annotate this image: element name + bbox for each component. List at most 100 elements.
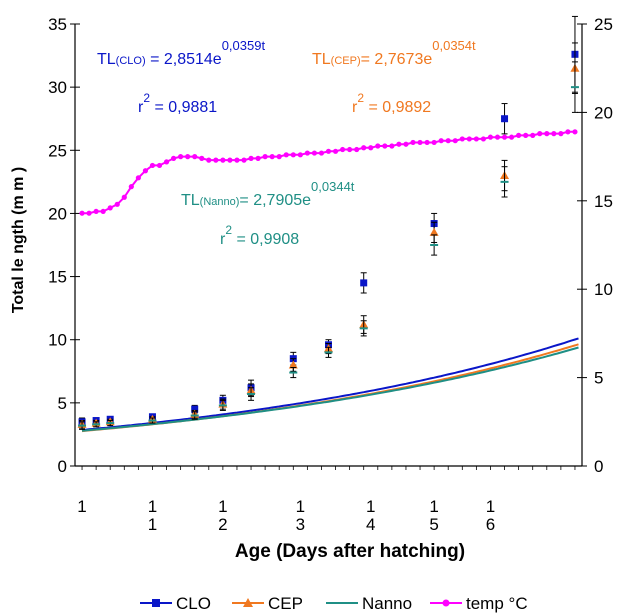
temp-point: [396, 141, 402, 147]
temp-point: [100, 208, 106, 215]
temp-point: [431, 139, 437, 146]
data-point: [191, 405, 199, 413]
temp-point: [79, 210, 85, 216]
r-exponent: 2: [143, 91, 150, 105]
right-tick-label: 5: [594, 369, 603, 388]
temp-point: [452, 138, 458, 144]
temp-point: [114, 201, 120, 207]
data-point: [288, 360, 298, 369]
left-tick-label: 15: [48, 268, 67, 287]
legend-label: CEP: [268, 594, 303, 613]
data-point: [501, 115, 509, 123]
temp-point: [354, 146, 360, 153]
x-tick-label: 1: [148, 497, 157, 516]
x-tick-label: 1: [366, 497, 375, 516]
temp-point: [304, 150, 310, 156]
x-tick-label: 1: [77, 497, 86, 516]
data-point: [360, 279, 368, 287]
r-label: r: [352, 99, 358, 116]
x-tick-label: 6: [486, 515, 495, 534]
right-tick-label: 0: [594, 457, 603, 476]
temp-point: [501, 134, 508, 140]
legend-label: Nanno: [362, 594, 412, 613]
fit-curve-nanno: [81, 346, 579, 432]
temp-point: [135, 175, 141, 181]
r-squared-nanno: r2 = 0,9908: [220, 223, 299, 248]
x-tick-label: 1: [218, 497, 227, 516]
r-squared-value: = 0,9908: [232, 231, 299, 248]
r-squared-cep: r2 = 0,9892: [352, 91, 431, 116]
left-tick-label: 35: [48, 15, 67, 34]
left-tick-label: 30: [48, 78, 67, 97]
temperature-series: [79, 129, 578, 216]
x-axis-title: Age (Days after hatching): [235, 541, 465, 562]
x-tick-label: 2: [218, 515, 227, 534]
temp-point: [445, 138, 451, 144]
temp-point: [325, 148, 332, 154]
right-tick-label: 10: [594, 280, 613, 299]
temp-point: [248, 155, 254, 161]
equation-exponent: 0,0344t: [311, 179, 355, 194]
temp-point: [86, 210, 92, 216]
temp-point: [347, 146, 353, 153]
r-label: r: [138, 99, 144, 116]
equation-body: = 2,7673e: [361, 51, 433, 68]
r-exponent: 2: [357, 91, 364, 105]
x-tick-label: 1: [486, 497, 495, 516]
temp-point: [149, 162, 156, 169]
legend-marker: [243, 598, 253, 607]
r-exponent: 2: [225, 223, 232, 237]
temp-point: [290, 152, 296, 158]
temp-point: [565, 129, 571, 135]
temp-point: [339, 146, 346, 153]
legend-marker: [152, 599, 160, 607]
y-axis-title: Total le ngth (m m ): [10, 167, 27, 313]
temp-point: [170, 155, 177, 161]
equation-subscript: (CEP): [331, 55, 361, 67]
equation-nanno: TL(Nanno)= 2,7905e0,0344t: [181, 179, 355, 209]
fit-curve-clo: [81, 337, 579, 431]
legend-item-clo: CLO: [140, 594, 211, 613]
left-tick-label: 25: [48, 141, 67, 160]
temp-point: [410, 139, 416, 146]
temp-point: [241, 157, 247, 163]
temp-point: [466, 136, 472, 142]
temp-point: [551, 131, 557, 137]
x-tick-label: 1: [429, 497, 438, 516]
left-tick-label: 0: [58, 457, 67, 476]
temp-point: [487, 134, 494, 140]
temp-point: [107, 205, 113, 211]
temp-point: [508, 134, 515, 140]
right-tick-label: 25: [594, 15, 613, 34]
temp-point: [375, 143, 381, 149]
temp-point: [318, 150, 325, 156]
equation-subscript: (CLO): [116, 55, 146, 67]
equation-prefix: TL: [312, 51, 331, 68]
temp-point: [297, 152, 303, 158]
temp-point: [311, 150, 318, 156]
x-tick-label: 1: [296, 497, 305, 516]
temp-point: [206, 157, 212, 163]
temp-point: [523, 132, 529, 138]
temp-point: [262, 154, 268, 160]
temp-point: [558, 131, 564, 137]
temp-point: [93, 208, 99, 215]
x-tick-label: 1: [148, 515, 157, 534]
equation-body: = 2,7905e: [239, 192, 311, 209]
temp-point: [199, 155, 205, 161]
data-points: [77, 15, 580, 430]
temp-point: [368, 145, 374, 151]
x-tick-label: 3: [296, 515, 305, 534]
temp-point: [494, 134, 501, 140]
legend-item-cep: CEP: [232, 594, 303, 613]
legend-label: CLO: [176, 594, 211, 613]
equation-cep: TL(CEP)= 2,7673e0,0354t: [312, 38, 476, 68]
temp-point: [227, 157, 233, 163]
equation-exponent: 0,0354t: [432, 38, 476, 53]
temp-point: [516, 132, 522, 138]
equation-clo: TL(CLO) = 2,8514e0,0359t: [97, 38, 265, 68]
x-tick-label: 4: [366, 515, 375, 534]
temp-point: [480, 136, 487, 142]
